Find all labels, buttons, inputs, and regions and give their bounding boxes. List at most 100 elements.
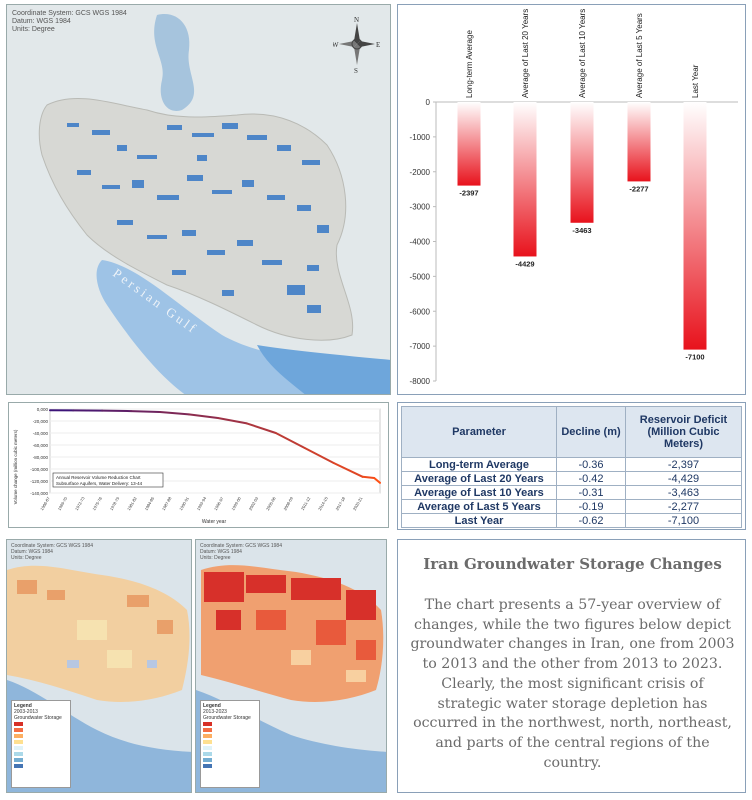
bar <box>683 102 707 350</box>
series-line-segment <box>361 475 376 479</box>
reservoir-deficit-bar-chart: 0 -1000 -2000 -3000 -4000 -5000 -6000 -7000 -800… <box>397 4 746 395</box>
svg-text:W: W <box>333 41 339 49</box>
y-tick-label: -2000 <box>410 168 431 177</box>
bar-value-label: -2277 <box>629 184 648 193</box>
legend-swatch <box>14 728 23 732</box>
table-cell: -2,277 <box>625 499 742 514</box>
x-tick-label: 1984-85 <box>143 495 155 511</box>
legend-swatch-row <box>203 721 257 727</box>
legend-swatch-row <box>203 757 257 763</box>
legend-swatch <box>203 764 212 768</box>
decline-table-panel: Parameter Decline (m) Reservoir Deficit … <box>397 402 746 530</box>
legend-swatch-row <box>14 721 68 727</box>
legend-swatch <box>14 746 23 750</box>
legend-heading: Groundwater Storage <box>14 715 62 721</box>
series-line-segment <box>332 462 364 478</box>
table-cell: -2,397 <box>625 457 742 472</box>
category-label: Average of Last 20 Years <box>521 9 530 98</box>
legend-box <box>52 472 164 488</box>
bar <box>457 102 481 186</box>
legend-swatch-row <box>203 745 257 751</box>
series-line-segment <box>303 447 335 464</box>
y-tick-label: -100,000 <box>30 467 48 472</box>
y-tick-label: -1000 <box>410 133 431 142</box>
x-tick-label: 2008-09 <box>282 495 294 511</box>
bar-value-label: -4429 <box>515 259 534 268</box>
svg-text:E: E <box>376 41 380 49</box>
x-tick-label: 2020-21 <box>352 495 364 511</box>
legend-swatch <box>14 758 23 762</box>
legend-period: 2003-2013 <box>14 709 38 715</box>
map-info-line: Units: Degree <box>11 555 42 561</box>
legend-swatch-row <box>203 733 257 739</box>
legend-swatch-row <box>14 745 68 751</box>
legend-swatch <box>203 740 212 744</box>
legend-swatch <box>14 740 23 744</box>
x-tick-label: 1990-91 <box>178 495 190 511</box>
svg-text:Persian Gulf: Persian Gulf <box>110 265 201 337</box>
map-right-info: Coordinate System: GCS WGS 1984 Datum: W… <box>200 543 282 561</box>
svg-text:N: N <box>354 16 359 24</box>
map-info-line: Units: Degree <box>200 555 231 561</box>
x-tick-label: 1969-70 <box>57 495 69 511</box>
y-tick-label: -80,000 <box>33 455 49 460</box>
description-panel: Iran Groundwater Storage Changes The cha… <box>397 539 746 793</box>
bar-value-label: -3463 <box>572 226 591 235</box>
y-tick-label: -6000 <box>410 307 431 316</box>
legend-title: Legend <box>14 703 32 709</box>
x-tick-label: 2005-06 <box>265 495 277 511</box>
y-tick-label: -4000 <box>410 238 431 247</box>
x-tick-label: 1999-00 <box>230 495 242 511</box>
series-line-segment <box>216 417 248 425</box>
series-line-segment <box>187 413 219 419</box>
x-tick-label: 2002-03 <box>248 495 260 511</box>
svg-text:S: S <box>354 67 358 73</box>
legend-swatch-row <box>14 733 68 739</box>
table-cell: -0.19 <box>556 499 626 514</box>
table-row: Average of Last 10 Years -0.31 -3,463 <box>401 485 742 500</box>
table-cell: -0.31 <box>556 485 626 500</box>
table-cell: Last Year <box>401 513 557 528</box>
map-info-line: Datum: WGS 1984 <box>200 549 242 555</box>
legend-swatch-row <box>14 727 68 733</box>
y-tick-label: -5000 <box>410 272 431 281</box>
table-row: Average of Last 20 Years -0.42 -4,429 <box>401 471 742 486</box>
x-tick-label: 1993-94 <box>196 495 208 511</box>
bar-chart-svg: 0 -1000 -2000 -3000 -4000 -5000 -6000 -7000 -800… <box>410 9 738 386</box>
table-cell: -4,429 <box>625 471 742 486</box>
table-cell: -0.62 <box>556 513 626 528</box>
bar <box>627 102 651 182</box>
legend-swatch <box>203 746 212 750</box>
legend-title: Legend <box>203 703 221 709</box>
x-tick-label: 1996-97 <box>213 495 225 511</box>
table-header-row: Parameter Decline (m) Reservoir Deficit … <box>401 406 742 458</box>
legend-swatch-row <box>14 763 68 769</box>
series-line-segment <box>130 410 161 413</box>
x-tick-label: 1975-76 <box>91 495 103 511</box>
y-tick-label: 0,000 <box>37 407 49 412</box>
bar <box>513 102 537 257</box>
table-cell: -7,100 <box>625 513 742 528</box>
map-left-info: Coordinate System: GCS WGS 1984 Datum: W… <box>11 543 93 561</box>
bar-value-label: -2397 <box>459 189 478 198</box>
series-line-segment <box>159 411 190 416</box>
y-tick-label: -3000 <box>410 203 431 212</box>
table-header: Decline (m) <box>556 406 626 458</box>
map-info-line: Coordinate System: GCS WGS 1984 <box>200 543 282 549</box>
groundwater-map-2003-2013: Coordinate System: GCS WGS 1984 Datum: W… <box>6 539 192 793</box>
legend-text: Annual Reservoir Volume Reduction Chart <box>56 475 141 480</box>
legend-period: 2013-2023 <box>203 709 227 715</box>
table-cell: Average of Last 10 Years <box>401 485 557 500</box>
table-cell: -3,463 <box>625 485 742 500</box>
legend-swatch-row <box>14 757 68 763</box>
legend-swatch-row <box>14 739 68 745</box>
x-tick-label: 1978-79 <box>109 495 121 511</box>
compass-rose-icon: N S W E <box>333 16 380 73</box>
y-tick-label: -8000 <box>410 377 431 386</box>
series-line-segment <box>274 432 306 449</box>
category-label: Average of Last 10 Years <box>578 9 587 98</box>
map-info-line: Datum: WGS 1984 <box>12 18 71 25</box>
y-tick-label: -140,000 <box>30 491 48 496</box>
legend-swatch-row <box>14 751 68 757</box>
iran-aquifer-map: Coordinate System: GCS WGS 1984 Datum: W… <box>6 4 391 395</box>
